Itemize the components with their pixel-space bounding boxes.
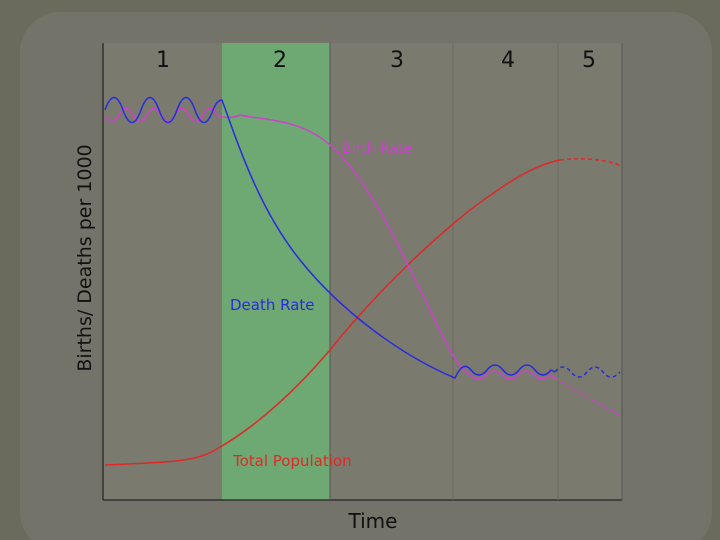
birth-rate-label: Birth Rate <box>342 141 412 157</box>
plot-area <box>103 43 622 500</box>
stage-label: 5 <box>582 48 596 73</box>
stage-label: 2 <box>273 48 287 73</box>
stage-label: 4 <box>501 48 515 73</box>
population-label: Total Population <box>232 452 352 470</box>
birth-rate-projection <box>554 377 621 416</box>
stage-2-band <box>222 43 330 500</box>
x-axis-label: Time <box>348 509 398 533</box>
population-curve-projection <box>559 158 621 166</box>
birth-rate-curve <box>104 107 556 380</box>
y-axis-label: Births/ Deaths per 1000 <box>74 144 96 371</box>
stage-label: 1 <box>156 48 170 73</box>
population-curve <box>104 159 561 466</box>
death-rate-projection <box>554 366 621 378</box>
stage-label: 3 <box>390 48 404 73</box>
death-rate-curve <box>104 96 556 379</box>
death-rate-label: Death Rate <box>230 296 315 314</box>
